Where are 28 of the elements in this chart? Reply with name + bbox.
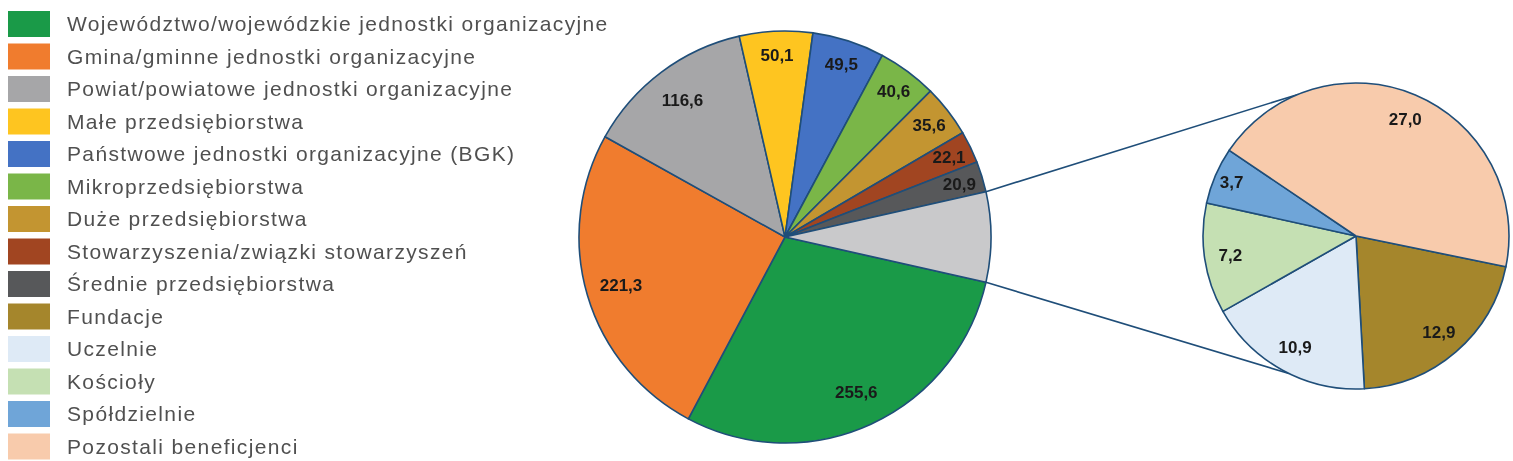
data-label: 3,7 [1219, 173, 1244, 193]
data-label: 50,1 [760, 45, 794, 65]
legend-label: Województwo/wojewódzkie jednostki organizacyjne [67, 12, 609, 35]
legend-label: Gmina/gminne jednostki organizacyjne [67, 44, 477, 68]
legend-label: Duże przedsiębiorstwa [67, 207, 308, 230]
data-label: 7,2 [1218, 245, 1243, 265]
data-label: 116,6 [661, 91, 704, 111]
data-label: 22,1 [932, 148, 966, 168]
data-label: 20,9 [942, 174, 976, 194]
data-label: 10,9 [1278, 338, 1312, 358]
data-label: 49,5 [824, 54, 858, 74]
legend-label: Pozostali beneficjenci [67, 434, 299, 458]
legend-label: Powiat/powiatowe jednostki organizacyjne [67, 77, 514, 100]
legend-label: Państwowe jednostki organizacyjne (BGK) [67, 142, 516, 165]
legend-label: Stowarzyszenia/związki stowarzyszeń [67, 239, 468, 263]
data-label: 255,6 [835, 383, 878, 403]
legend-label: Fundacje [67, 304, 165, 328]
data-label: 221,3 [599, 276, 643, 296]
data-label: 35,6 [912, 116, 946, 136]
data-label: 12,9 [1422, 323, 1456, 343]
legend-label: Spółdzielnie [67, 402, 197, 425]
data-label: 27,0 [1388, 109, 1422, 129]
data-label: 40,6 [877, 81, 911, 101]
legend-label: Średnie przedsiębiorstwa [67, 272, 336, 295]
legend-label: Kościoły [67, 369, 156, 393]
legend-label: Mikroprzedsiębiorstwa [67, 174, 305, 198]
legend-label: Uczelnie [67, 337, 159, 360]
legend-label: Małe przedsiębiorstwa [67, 109, 305, 133]
